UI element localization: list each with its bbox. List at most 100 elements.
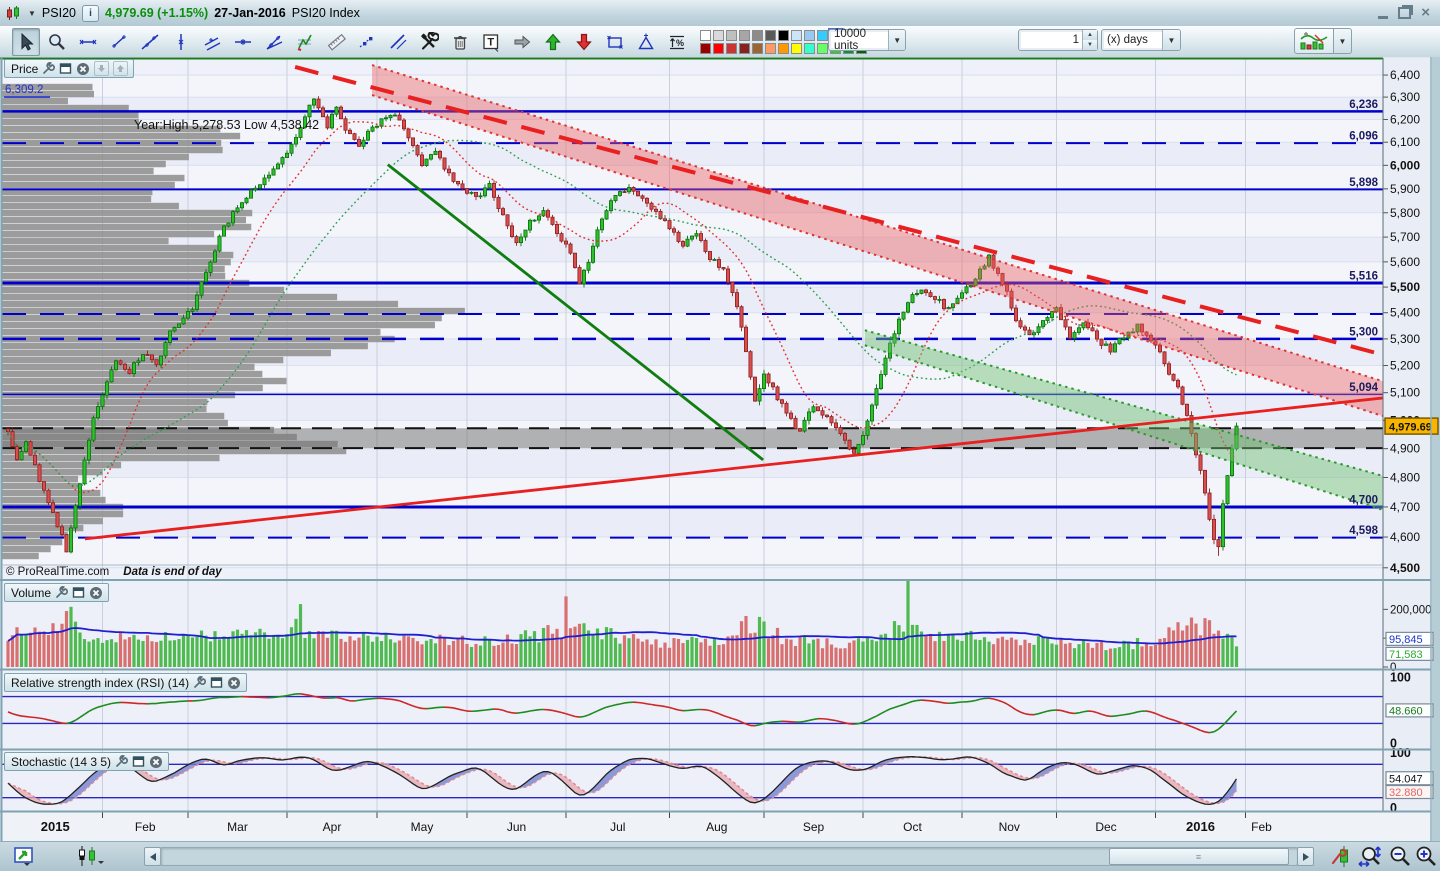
info-button[interactable]: i xyxy=(82,5,99,22)
color-swatch[interactable] xyxy=(817,43,828,54)
minimize-button[interactable] xyxy=(1378,16,1388,19)
move-pane-up-icon[interactable] xyxy=(113,61,128,76)
zoom-out-button[interactable] xyxy=(1388,845,1412,868)
svg-text:32.880: 32.880 xyxy=(1389,787,1423,799)
close-pane-icon[interactable] xyxy=(89,586,103,600)
svg-text:0: 0 xyxy=(1390,801,1397,815)
color-swatch[interactable] xyxy=(752,43,763,54)
zoom-fit-button[interactable] xyxy=(1358,845,1384,868)
popout-window-icon[interactable] xyxy=(132,755,145,768)
color-swatch[interactable] xyxy=(726,43,737,54)
svg-text:5,100: 5,100 xyxy=(1390,386,1420,400)
color-swatch[interactable] xyxy=(778,30,789,41)
svg-text:6,400: 6,400 xyxy=(1390,68,1420,82)
color-swatch[interactable] xyxy=(804,30,815,41)
chart-style-button[interactable] xyxy=(1294,28,1334,54)
scroll-left-button[interactable] xyxy=(144,847,161,866)
chart-style-dropdown-arrow[interactable]: ▼ xyxy=(1334,28,1352,54)
svg-text:Aug: Aug xyxy=(706,820,727,834)
svg-text:Apr: Apr xyxy=(323,820,342,834)
color-swatch[interactable] xyxy=(765,30,776,41)
chart-scrollbar-thumb[interactable]: ≡ xyxy=(1109,848,1289,865)
color-swatch[interactable] xyxy=(752,30,763,41)
tool-pointer-button[interactable] xyxy=(12,28,40,56)
rsi-badge: 48.660 xyxy=(1386,704,1433,718)
tool-annot-button[interactable] xyxy=(291,28,319,56)
svg-text:4,900: 4,900 xyxy=(1390,442,1420,456)
tool-line-button[interactable] xyxy=(136,28,164,56)
close-button[interactable]: × xyxy=(1421,8,1430,18)
tool-channel-button[interactable] xyxy=(198,28,226,56)
color-swatch[interactable] xyxy=(713,43,724,54)
color-swatch[interactable] xyxy=(778,43,789,54)
tool-trash-button[interactable] xyxy=(446,28,474,56)
move-pane-down-icon[interactable] xyxy=(94,61,109,76)
svg-text:6,000: 6,000 xyxy=(1390,158,1420,172)
close-pane-icon[interactable] xyxy=(149,755,163,769)
units-dropdown[interactable]: 10000 units ▼ xyxy=(828,29,906,51)
color-swatch[interactable] xyxy=(791,30,802,41)
stochastic-pane-header: Stochastic (14 3 5) xyxy=(4,752,169,771)
tool-up-button[interactable] xyxy=(539,28,567,56)
tool-vline-button[interactable] xyxy=(167,28,195,56)
wrench-icon[interactable] xyxy=(42,62,55,75)
close-pane-icon[interactable] xyxy=(76,62,90,76)
units-value: 10000 units xyxy=(829,28,888,52)
color-swatch[interactable] xyxy=(739,30,750,41)
wrench-icon[interactable] xyxy=(55,586,68,599)
period-spinner[interactable]: 1 ▲▼ xyxy=(1018,29,1098,51)
color-swatch[interactable] xyxy=(700,43,711,54)
chart-settings-button[interactable] xyxy=(1330,845,1354,868)
tool-fan-button[interactable] xyxy=(260,28,288,56)
popout-window-icon[interactable] xyxy=(210,676,223,689)
tool-seg-button[interactable] xyxy=(105,28,133,56)
tool-tools-button[interactable] xyxy=(415,28,443,56)
tool-hline-button[interactable] xyxy=(229,28,257,56)
wrench-icon[interactable] xyxy=(193,676,206,689)
restore-button[interactable] xyxy=(1398,7,1411,19)
quote-date: 27-Jan-2016 xyxy=(214,6,286,20)
scroll-right-button[interactable] xyxy=(1297,847,1314,866)
price-display-style-button[interactable] xyxy=(76,845,108,867)
zoom-in-button[interactable] xyxy=(1414,845,1438,868)
color-swatch[interactable] xyxy=(817,30,828,41)
svg-text:Oct: Oct xyxy=(903,820,922,834)
instrument-dropdown-arrow[interactable]: ▼ xyxy=(28,9,36,18)
tool-down-button[interactable] xyxy=(570,28,598,56)
color-swatch[interactable] xyxy=(739,43,750,54)
color-swatch[interactable] xyxy=(700,30,711,41)
color-swatch[interactable] xyxy=(791,43,802,54)
tool-parallel-button[interactable] xyxy=(384,28,412,56)
color-swatch[interactable] xyxy=(726,30,737,41)
chart-scrollbar-track[interactable]: ≡ xyxy=(160,847,1298,866)
tool-text-button[interactable]: T xyxy=(477,28,505,56)
tool-triangle-button[interactable] xyxy=(632,28,660,56)
detach-chart-button[interactable] xyxy=(14,845,40,867)
tool-zoombox-button[interactable] xyxy=(601,28,629,56)
close-pane-icon[interactable] xyxy=(227,676,241,690)
wrench-icon[interactable] xyxy=(115,755,128,768)
volume-ma-badge: 95,845 xyxy=(1386,632,1433,646)
timeframe-dropdown[interactable]: (x) days ▼ xyxy=(1101,29,1181,51)
color-swatch[interactable] xyxy=(713,30,724,41)
tool-ruler-button[interactable] xyxy=(322,28,350,56)
svg-text:5,900: 5,900 xyxy=(1390,182,1420,196)
svg-text:4,700: 4,700 xyxy=(1349,494,1378,506)
svg-text:May: May xyxy=(411,820,434,834)
tool-polyline-button[interactable] xyxy=(353,28,381,56)
drawing-toolbar: T% 10000 units ▼ 1 ▲▼ (x) days ▼ ▼ xyxy=(0,26,1440,58)
instrument-name: PSI20 Index xyxy=(292,6,360,20)
chart-svg: 6,309.26,4006,3006,2006,1006,0005,9005,8… xyxy=(0,57,1440,841)
popout-window-icon[interactable] xyxy=(72,586,85,599)
stochastic-pane-title: Stochastic (14 3 5) xyxy=(11,755,111,769)
left-level-label: 6,309.2 xyxy=(4,84,50,97)
svg-text:Nov: Nov xyxy=(999,820,1020,834)
tool-forward-button[interactable] xyxy=(508,28,536,56)
popout-window-icon[interactable] xyxy=(59,62,72,75)
color-swatch[interactable] xyxy=(765,43,776,54)
color-swatch[interactable] xyxy=(804,43,815,54)
tool-percent-button[interactable]: % xyxy=(663,28,691,56)
tool-zoom-button[interactable] xyxy=(43,28,71,56)
tool-hseg-button[interactable] xyxy=(74,28,102,56)
svg-text:5,700: 5,700 xyxy=(1390,230,1420,244)
